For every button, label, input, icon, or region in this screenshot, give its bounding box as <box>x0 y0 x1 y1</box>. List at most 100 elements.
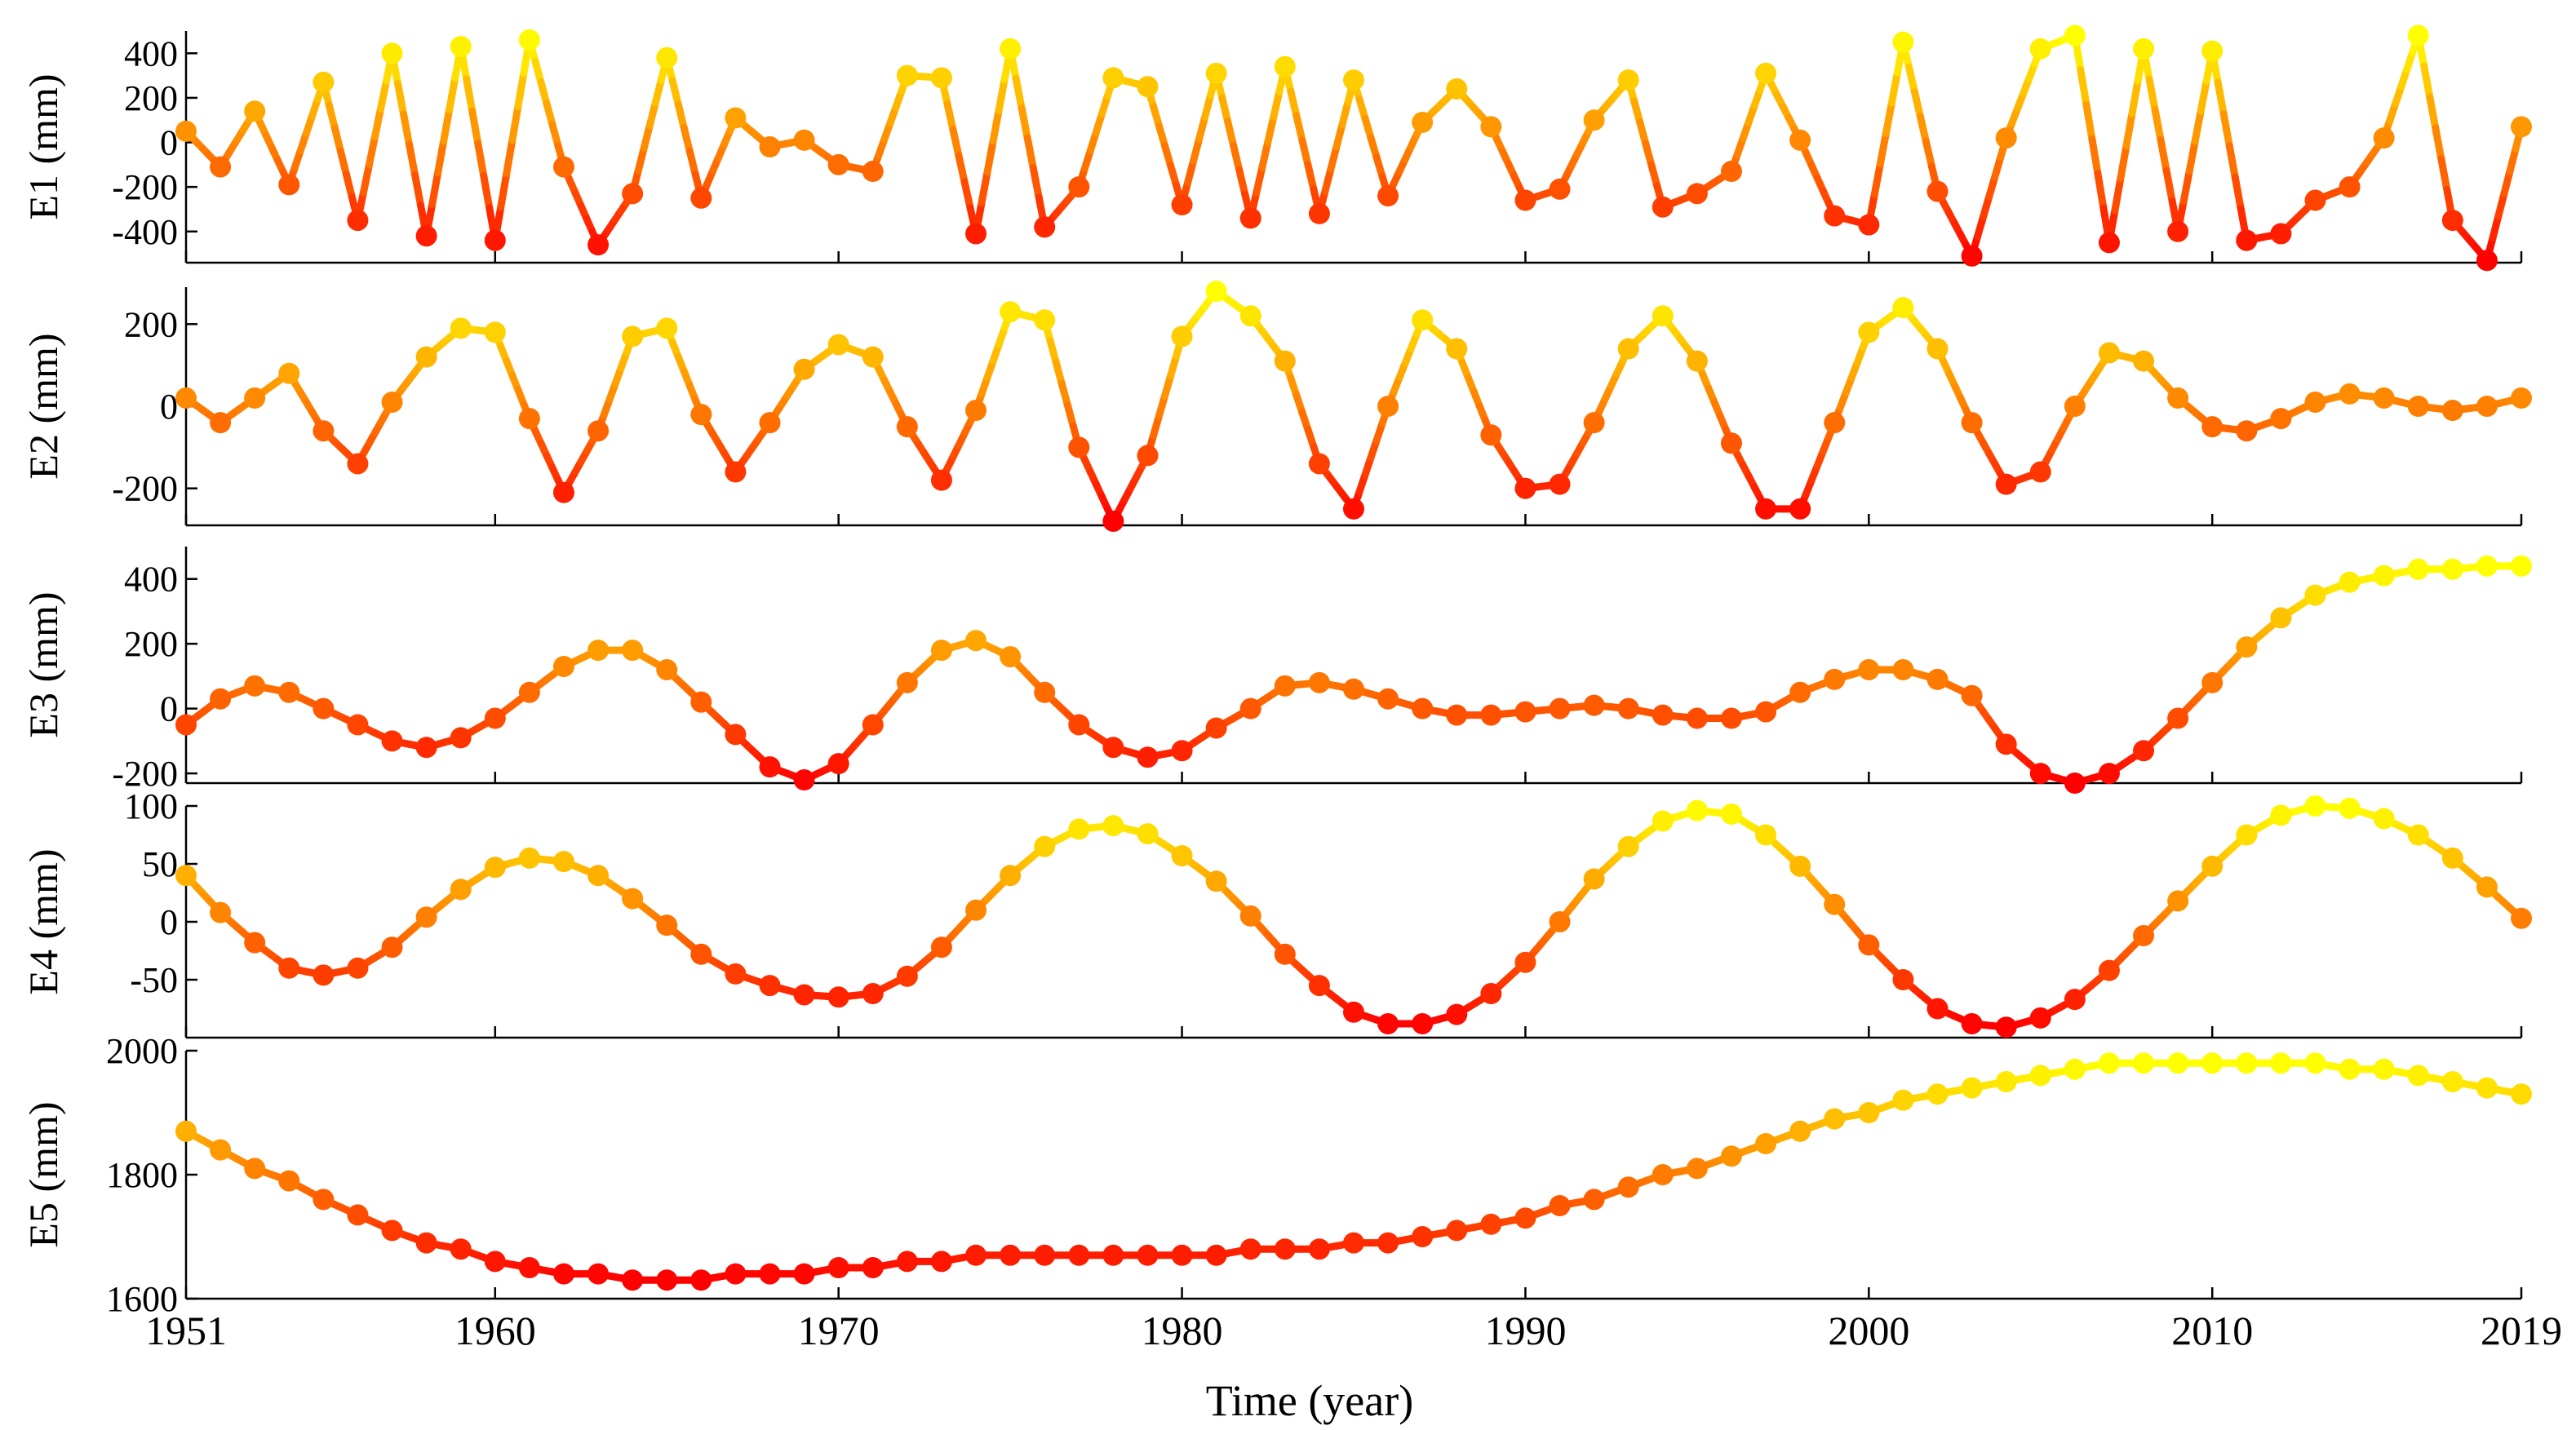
data-point <box>1377 688 1399 710</box>
data-point <box>2201 416 2224 438</box>
x-tick-label: 1980 <box>1142 1308 1223 1353</box>
series-segment <box>1304 161 1318 193</box>
series-line-e2 <box>182 287 2525 525</box>
data-point <box>1446 704 1468 726</box>
data-point <box>2304 1052 2326 1074</box>
data-point <box>1343 498 1364 520</box>
data-point <box>1308 453 1330 475</box>
data-point <box>415 737 437 759</box>
data-point <box>278 957 300 979</box>
data-point <box>1926 668 1949 690</box>
data-point <box>2407 24 2429 46</box>
series-segment <box>2500 167 2514 197</box>
data-point <box>244 675 266 697</box>
series-segment <box>1264 113 1278 147</box>
data-point <box>2339 1058 2361 1080</box>
data-point <box>1583 694 1605 716</box>
data-point <box>759 975 781 997</box>
data-point <box>2167 220 2189 242</box>
y-axis-label: E3 (mm) <box>20 591 66 737</box>
data-point <box>1514 477 1536 499</box>
data-point <box>930 1251 952 1273</box>
data-point <box>725 963 747 985</box>
data-point <box>1686 183 1708 205</box>
data-point <box>1926 1083 1949 1105</box>
data-point <box>1549 1195 1571 1216</box>
data-point <box>313 697 335 719</box>
data-point <box>1068 436 1090 458</box>
x-axis-label: Time (year) <box>1206 1376 1413 1425</box>
y-tick-label: 2000 <box>106 1031 178 1071</box>
data-point <box>1034 216 1056 238</box>
data-point <box>450 879 472 901</box>
data-point <box>793 1263 815 1285</box>
series-segment <box>1018 104 1031 142</box>
data-point <box>690 691 712 713</box>
data-point <box>2339 176 2361 198</box>
data-point <box>622 640 644 662</box>
data-point <box>450 1238 472 1260</box>
data-point <box>1308 202 1330 224</box>
data-point <box>690 1269 712 1291</box>
data-point <box>415 1232 437 1254</box>
data-point <box>278 174 300 196</box>
data-point <box>2373 808 2395 830</box>
y-axis-label: E2 (mm) <box>20 333 66 479</box>
data-point <box>484 321 506 343</box>
y-axis-label: E4 (mm) <box>20 848 66 994</box>
data-point <box>552 851 574 873</box>
data-point <box>2201 40 2224 62</box>
data-point <box>1549 911 1571 932</box>
data-point <box>2270 408 2292 430</box>
series-segment <box>2426 93 2440 132</box>
series-segment <box>1887 69 1901 107</box>
data-point <box>1824 1108 1846 1130</box>
data-point <box>381 730 403 752</box>
data-point <box>1274 943 1296 965</box>
series-segment <box>2088 135 2102 178</box>
data-point <box>1000 865 1022 887</box>
data-point <box>656 46 678 69</box>
data-point <box>1068 176 1090 198</box>
data-point <box>210 901 232 923</box>
data-point <box>1102 815 1124 837</box>
series-segment <box>1882 99 1895 138</box>
data-point <box>1102 67 1124 89</box>
data-point <box>313 71 335 93</box>
data-point <box>518 29 540 51</box>
series-segment <box>1270 88 1284 122</box>
data-point <box>2304 795 2326 817</box>
data-point <box>2098 763 2120 785</box>
data-point <box>1308 671 1330 693</box>
data-point <box>2236 229 2258 251</box>
data-point <box>622 888 644 910</box>
series-segment <box>680 124 694 155</box>
data-point <box>896 671 918 693</box>
data-point <box>1171 1244 1193 1266</box>
data-point <box>1686 1158 1708 1180</box>
data-point <box>1171 325 1193 348</box>
data-point <box>1652 810 1674 832</box>
data-point <box>1720 161 1742 183</box>
data-point <box>1892 31 1914 53</box>
data-point <box>1412 309 1434 331</box>
series-segment <box>474 139 488 179</box>
data-point <box>1652 704 1674 726</box>
data-point <box>793 358 815 380</box>
data-point <box>1824 205 1846 227</box>
data-point <box>1720 707 1742 729</box>
data-point <box>2098 342 2120 364</box>
data-point <box>690 943 712 965</box>
series-segment <box>634 144 648 175</box>
data-point <box>1789 681 1811 703</box>
data-point <box>1274 350 1296 372</box>
data-point <box>587 1263 610 1285</box>
data-point <box>2476 250 2498 272</box>
data-point <box>930 640 952 662</box>
data-point <box>622 183 644 205</box>
data-point <box>1239 207 1261 229</box>
data-point <box>2407 558 2429 580</box>
data-point <box>2098 232 2120 254</box>
data-point <box>1892 297 1914 319</box>
